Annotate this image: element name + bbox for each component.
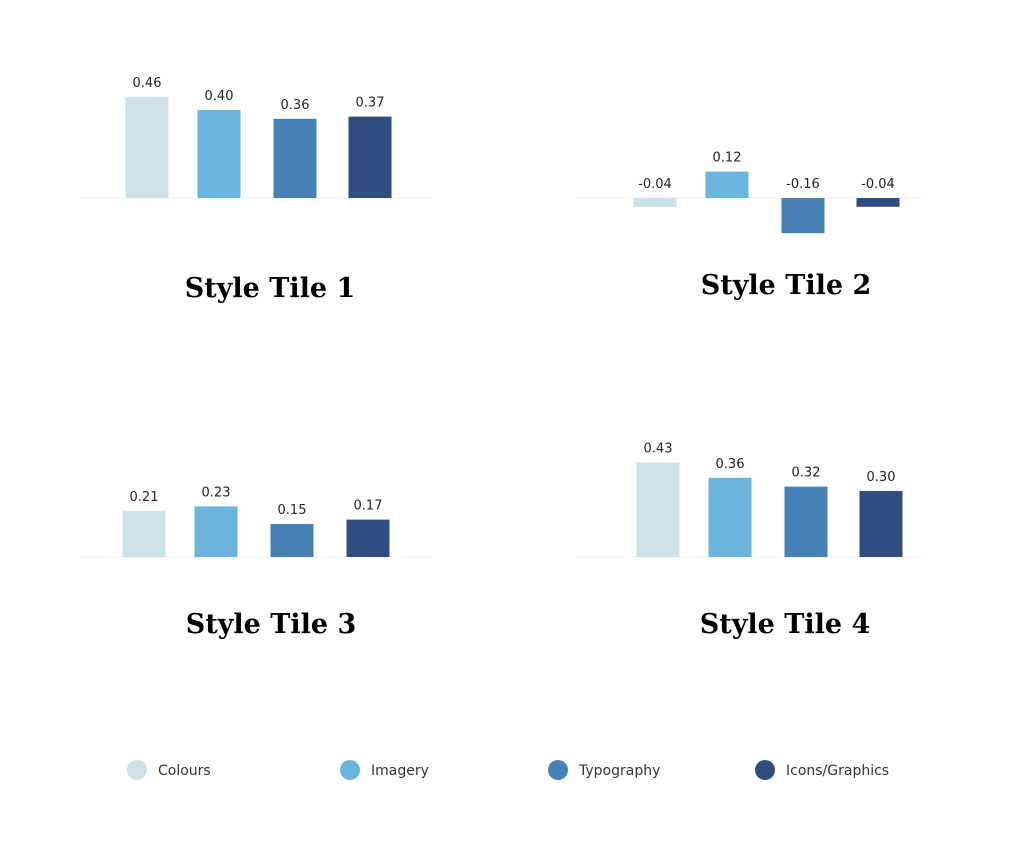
bar bbox=[781, 198, 825, 234]
legend-swatch bbox=[755, 760, 775, 780]
legend-swatch bbox=[548, 760, 568, 780]
chart-title: Style Tile 4 bbox=[700, 609, 870, 640]
bar bbox=[346, 519, 390, 557]
value-label: 0.30 bbox=[867, 470, 896, 485]
value-label: 0.36 bbox=[716, 457, 745, 472]
value-label: 0.37 bbox=[356, 96, 385, 111]
value-label: -0.16 bbox=[786, 177, 820, 192]
value-label: 0.32 bbox=[792, 466, 821, 481]
value-label: 0.40 bbox=[205, 89, 234, 104]
bar bbox=[122, 510, 166, 557]
bar bbox=[348, 116, 392, 198]
bar bbox=[708, 477, 752, 557]
value-label: 0.17 bbox=[354, 499, 383, 514]
value-label: 0.43 bbox=[644, 441, 673, 456]
legend-label: Colours bbox=[158, 763, 211, 779]
legend-label: Imagery bbox=[371, 763, 429, 779]
bar bbox=[125, 96, 169, 198]
value-label: 0.36 bbox=[281, 98, 310, 113]
bar bbox=[705, 171, 749, 198]
bar bbox=[859, 491, 903, 557]
bar bbox=[784, 486, 828, 557]
chart-title: Style Tile 2 bbox=[701, 270, 871, 301]
legend-label: Icons/Graphics bbox=[786, 763, 889, 779]
value-label: 0.15 bbox=[278, 503, 307, 518]
value-label: 0.23 bbox=[202, 485, 231, 500]
bar bbox=[270, 524, 314, 557]
chart-title: Style Tile 1 bbox=[185, 273, 355, 304]
bar bbox=[194, 506, 238, 557]
value-label: 0.46 bbox=[133, 76, 162, 91]
bar bbox=[856, 198, 900, 207]
legend-swatch bbox=[127, 760, 147, 780]
value-label: 0.21 bbox=[130, 490, 159, 505]
value-label: -0.04 bbox=[861, 177, 895, 192]
bar bbox=[273, 118, 317, 198]
bar bbox=[636, 462, 680, 557]
bar bbox=[197, 110, 241, 198]
legend-label: Typography bbox=[578, 763, 660, 779]
value-label: -0.04 bbox=[638, 177, 672, 192]
legend-swatch bbox=[340, 760, 360, 780]
bar bbox=[633, 198, 677, 207]
chart-title: Style Tile 3 bbox=[186, 609, 356, 640]
value-label: 0.12 bbox=[713, 151, 742, 166]
